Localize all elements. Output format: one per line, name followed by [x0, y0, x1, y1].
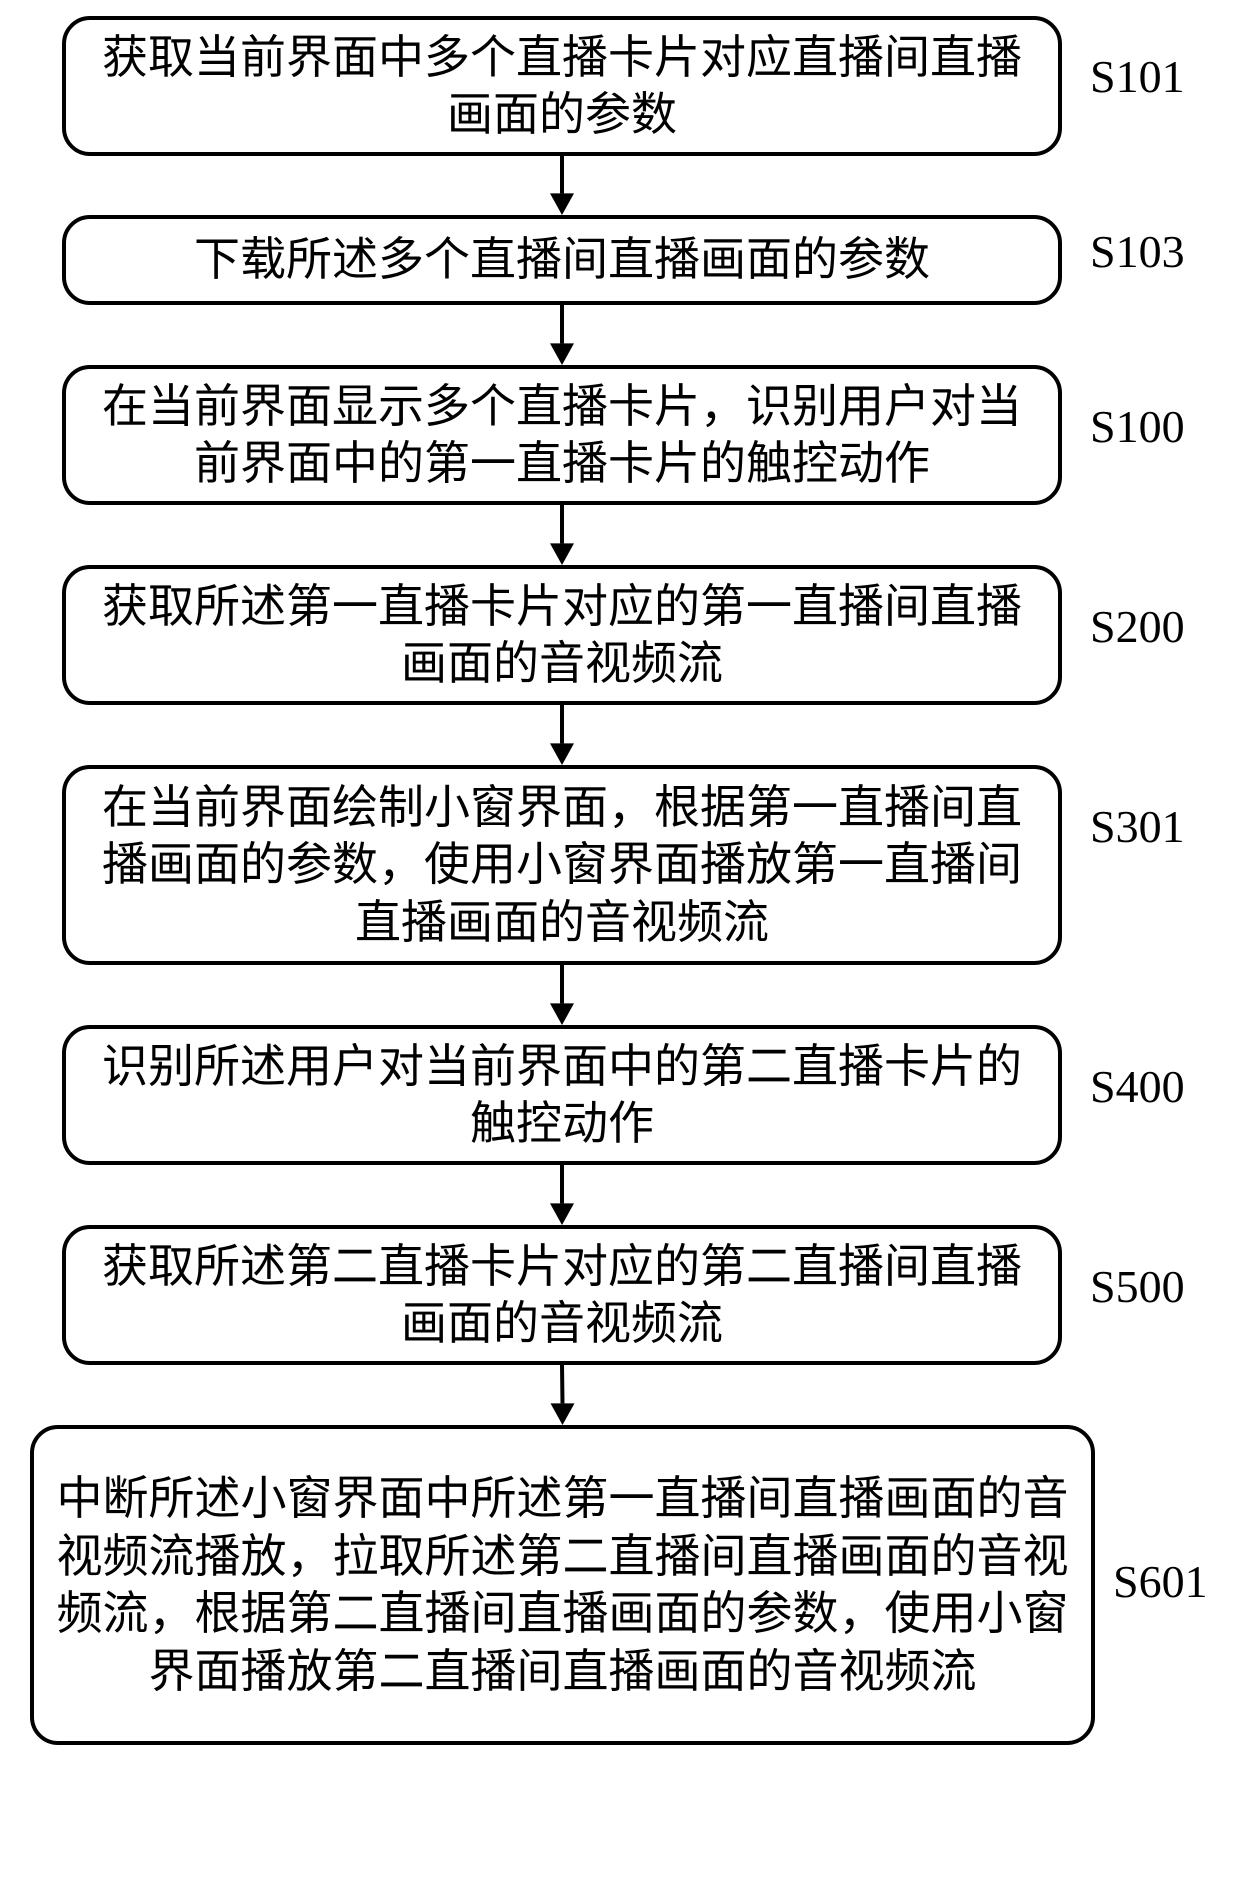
flow-edge-n500-n601 — [0, 0, 1240, 1899]
flowchart-canvas: 获取当前界面中多个直播卡片对应直播间直播画面的参数S101下载所述多个直播间直播… — [0, 0, 1240, 1899]
